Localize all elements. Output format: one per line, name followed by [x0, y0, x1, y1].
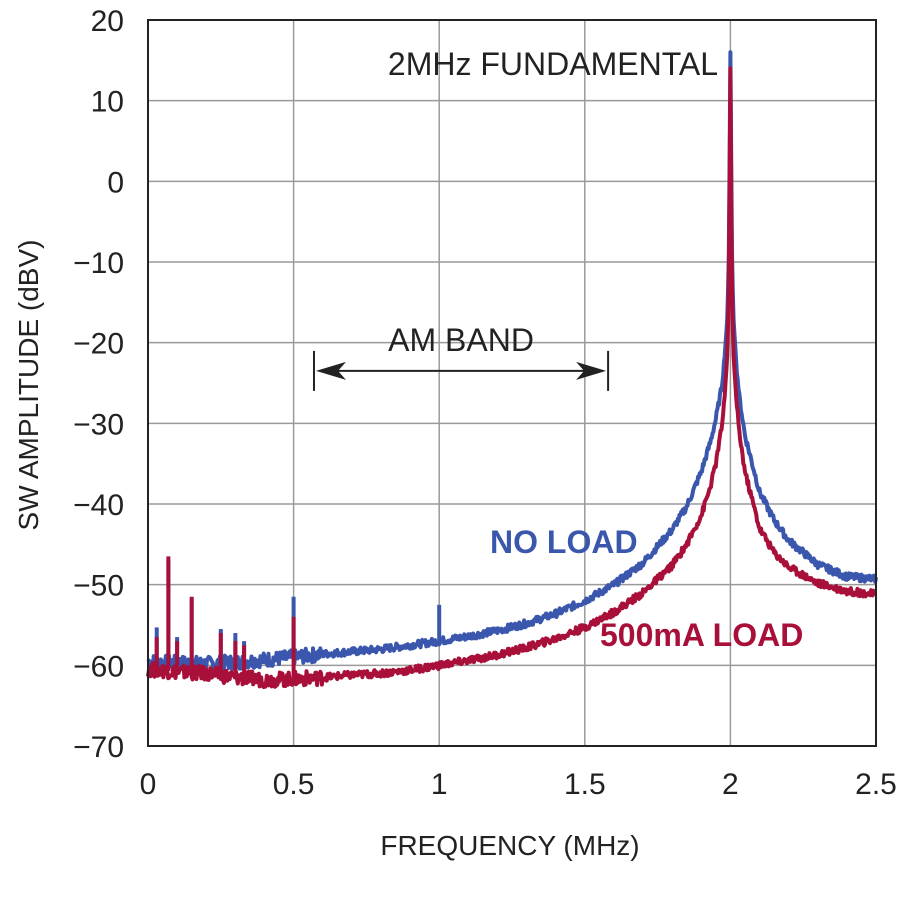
am-band-left-arrowhead	[315, 361, 346, 380]
x-tick-label: 1	[431, 768, 448, 801]
am-band-right-arrowhead	[576, 361, 607, 380]
x-axis-label: FREQUENCY (MHz)	[380, 830, 639, 861]
y-tick-label: −30	[73, 408, 124, 441]
y-tick-label: −20	[73, 328, 124, 361]
plot-frame	[147, 19, 877, 747]
x-tick-labels: 0 0.5 1 1.5 2 2.5	[140, 768, 897, 801]
y-tick-label: −60	[73, 650, 124, 683]
series-label-no-load: NO LOAD	[490, 524, 638, 560]
series-label-500ma-load: 500mA LOAD	[600, 617, 803, 653]
x-tick-label: 1.5	[564, 768, 606, 801]
fundamental-annotation: 2MHz FUNDAMENTAL	[388, 46, 718, 82]
x-tick-label: 0	[140, 768, 157, 801]
y-tick-label: −50	[73, 570, 124, 603]
x-tick-label: 0.5	[273, 768, 315, 801]
y-tick-label: 0	[107, 166, 124, 199]
y-tick-labels: 20 10 0 −10 −20 −30 −40 −50 −60 −70	[73, 5, 124, 764]
y-axis-label: SW AMPLITUDE (dBV)	[13, 240, 44, 531]
y-tick-label: −10	[73, 247, 124, 280]
x-tick-label: 2.5	[855, 768, 897, 801]
am-band-annotation: AM BAND	[312, 322, 610, 391]
y-tick-label: −40	[73, 489, 124, 522]
series-line-no-load	[146, 50, 878, 673]
series-line-500ma-load	[146, 66, 878, 689]
am-band-label: AM BAND	[388, 322, 534, 358]
series-layer	[146, 50, 878, 689]
y-tick-label: 20	[91, 5, 124, 38]
y-tick-label: 10	[91, 86, 124, 119]
x-tick-label: 2	[722, 768, 739, 801]
y-tick-label: −70	[73, 731, 124, 764]
